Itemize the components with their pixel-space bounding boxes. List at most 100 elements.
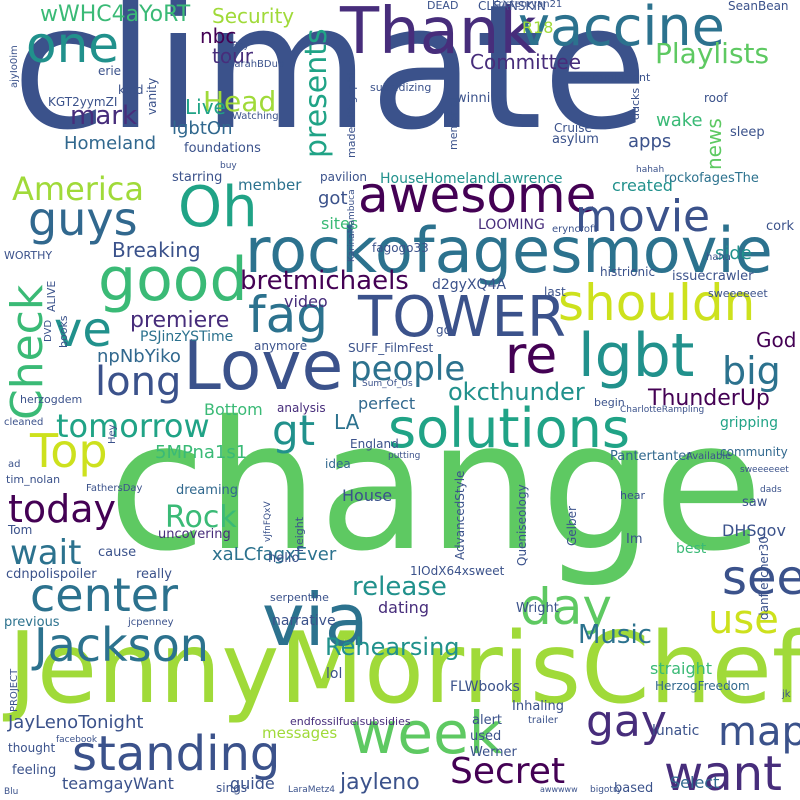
- word-cruise: Cruise: [554, 121, 592, 135]
- word-rockofagesthe: rockofagesThe: [664, 171, 759, 186]
- word-vjfnfqxv: vJfnFQxV: [263, 501, 273, 542]
- word-select: Select: [670, 773, 720, 792]
- word-previous: previous: [4, 615, 60, 630]
- word-winning: winning: [456, 91, 507, 106]
- word-rockofagesmovie: rockofagesmovie: [245, 214, 773, 287]
- word-la: LA: [334, 410, 360, 434]
- word-flwbooks: FLWbooks: [450, 679, 520, 695]
- word-tower: TOWER: [358, 285, 566, 350]
- word-playlists: Playlists: [655, 37, 770, 70]
- word-advancedstyle: AdvancedStyle: [453, 470, 467, 560]
- word-lgbton: lgbtOn: [172, 118, 233, 139]
- word-gay: gay: [586, 696, 667, 747]
- word-climate: climate: [12, 0, 649, 168]
- word-bigotry: bigotry: [590, 785, 622, 795]
- word-foundations: foundations: [184, 141, 261, 156]
- word-based: based: [614, 781, 654, 796]
- word-go: go: [436, 323, 451, 337]
- word-wwhc4ayort: wWHC4aYoRT: [40, 2, 191, 27]
- word-thought: thought: [8, 741, 56, 755]
- word-cork: cork: [766, 219, 794, 234]
- word-starring: starring: [172, 170, 223, 185]
- word-psjinzystime: PSJinzYSTime: [140, 329, 234, 345]
- word-sweeeeeet: sweeeeeet: [708, 287, 768, 300]
- word-charlotterampling: CharlotteRampling: [620, 405, 705, 415]
- word-big: big: [722, 349, 781, 393]
- word-america: America: [12, 170, 144, 208]
- word-messages: messages: [262, 724, 338, 742]
- word-fathersday: FathersDay: [86, 483, 143, 494]
- word-bretmichaels: bretmichaels: [240, 266, 409, 296]
- word-worthy: WORTHY: [4, 249, 53, 262]
- word-re: re: [505, 326, 558, 386]
- word-lol: lol: [326, 666, 343, 682]
- word-danfletcher30: danfletcher30: [757, 535, 771, 620]
- word-dating: dating: [378, 598, 429, 617]
- word-tomorrow: tomorrow: [56, 407, 210, 445]
- word-long: long: [95, 359, 182, 405]
- word-nbc: nbc: [200, 24, 237, 48]
- word-d2gyxq4a: d2gyXQ4A: [432, 277, 507, 293]
- word-sum-of-us: Sum_Of_Us: [362, 379, 413, 389]
- word-homeland: Homeland: [64, 133, 157, 154]
- word-top: Top: [30, 424, 108, 478]
- word-created: created: [612, 176, 673, 195]
- word-pantertanter: Pantertanter: [610, 449, 692, 464]
- word-center: center: [30, 568, 178, 622]
- word-inhaling: Inhaling: [512, 699, 564, 714]
- word-gelber: Gelber: [565, 506, 579, 546]
- word-analysis: analysis: [277, 401, 326, 415]
- word-solutions: solutions: [388, 397, 630, 460]
- word-feeling: feeling: [12, 763, 57, 778]
- word-erie: erie: [98, 64, 122, 78]
- word-good: good: [98, 245, 248, 315]
- word-fag: fag: [248, 286, 328, 344]
- word-hey: Hey: [107, 424, 118, 444]
- word-uncovering: uncovering: [158, 527, 231, 542]
- word-begin: begin: [594, 396, 625, 409]
- word-england: England: [350, 437, 399, 451]
- word-breaking: Breaking: [112, 238, 201, 262]
- word-larametz4: LaraMetz4: [288, 785, 336, 795]
- word-dreaming: dreaming: [176, 483, 239, 498]
- word-hello: hello: [268, 551, 300, 566]
- word-seanbean: SeanBean: [728, 0, 789, 13]
- word-video: video: [284, 292, 328, 311]
- word-jennymorrischef: JennyMorrisChef: [8, 612, 800, 726]
- word-change: change: [108, 383, 764, 590]
- word-cause: cause: [98, 545, 137, 560]
- word-kgt2yymzi: KGT2yymZI: [48, 95, 118, 109]
- word-rock: Rock: [165, 500, 237, 535]
- word-fagogo33: fagogo33: [372, 241, 429, 255]
- word-commitment: commitment: [580, 71, 651, 84]
- word-facebook: facebook: [56, 735, 98, 745]
- word-got: got: [318, 188, 348, 209]
- word-jackson: Jackson: [34, 618, 209, 672]
- word-queniseology: Queniseology: [515, 484, 529, 566]
- word-asylum: asylum: [552, 132, 599, 147]
- word-narrative: narrative: [272, 613, 336, 629]
- word-1iodx64xsweet: 1IOdX64xsweet: [410, 564, 505, 578]
- word-5mpna1s1: 5MPna1s1: [155, 442, 248, 463]
- word-people: people: [350, 349, 466, 389]
- word-awwwww: awwwww: [540, 785, 578, 794]
- word-npnbyiko: npNbYiko: [97, 346, 181, 367]
- word-jayleno: jayleno: [340, 770, 420, 795]
- word-ducks: ducks: [629, 87, 642, 120]
- word-rehearsing: Rehearsing: [325, 633, 460, 661]
- word-blu: Blu: [4, 787, 19, 797]
- word-alert: alert: [472, 713, 503, 728]
- word-one: one: [26, 16, 120, 74]
- word-issuecrawler: issuecrawler: [672, 269, 754, 284]
- word-map: map: [718, 709, 800, 755]
- word-best: best: [676, 541, 707, 557]
- word-perfect: perfect: [358, 394, 416, 413]
- word-available: Available: [686, 451, 732, 462]
- word-release: release: [352, 572, 447, 602]
- word-member: member: [238, 176, 302, 194]
- word-sites: sites: [321, 214, 359, 233]
- word-see: see: [722, 550, 800, 606]
- word-wright: Wright: [516, 601, 559, 616]
- word-putting: putting: [388, 451, 421, 461]
- word-ray: Ray: [232, 41, 249, 51]
